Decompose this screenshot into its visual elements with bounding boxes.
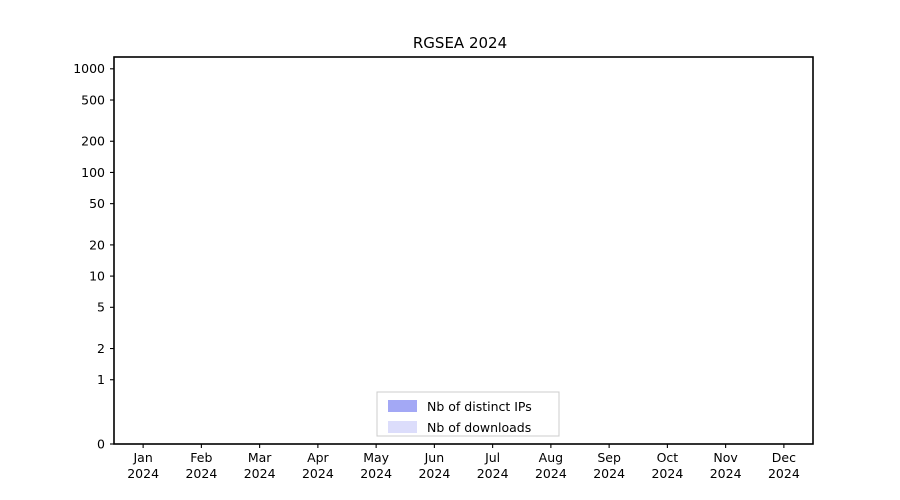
x-axis-tick-label-year: 2024 xyxy=(535,466,567,481)
x-axis-tick-label-year: 2024 xyxy=(768,466,800,481)
x-axis-tick-label-month: Oct xyxy=(657,450,679,465)
y-axis-tick-label: 50 xyxy=(89,196,105,211)
x-axis-tick-label-year: 2024 xyxy=(477,466,509,481)
x-axis-tick-label-month: Jan xyxy=(132,450,152,465)
y-axis-tick-label: 200 xyxy=(81,134,105,149)
x-axis-ticks: Jan2024Feb2024Mar2024Apr2024May2024Jun20… xyxy=(127,444,800,481)
legend-label-1[interactable]: Nb of distinct IPs xyxy=(427,399,532,414)
chart-title: RGSEA 2024 xyxy=(413,34,507,52)
legend-swatch-2[interactable] xyxy=(388,421,417,433)
plot-frame xyxy=(113,56,814,445)
legend-swatch-1[interactable] xyxy=(388,400,417,412)
y-axis-tick-label: 5 xyxy=(97,300,105,315)
y-axis-tick-label: 100 xyxy=(81,165,105,180)
x-axis-tick-label-month: Dec xyxy=(772,450,796,465)
x-axis-tick-label-year: 2024 xyxy=(593,466,625,481)
y-axis-tick-label: 1000 xyxy=(73,61,105,76)
x-axis-tick-label-year: 2024 xyxy=(127,466,159,481)
y-axis-tick-label: 1 xyxy=(97,372,105,387)
x-axis-tick-label-month: Nov xyxy=(713,450,738,465)
y-axis-ticks: 0 1 2 5 10 20 50 100 200 500 1000 xyxy=(73,61,114,451)
y-axis-tick-label: 10 xyxy=(89,269,105,284)
x-axis-tick-label-month: Feb xyxy=(190,450,212,465)
x-axis-tick-label-month: Mar xyxy=(248,450,272,465)
x-axis-tick-label-year: 2024 xyxy=(710,466,742,481)
x-axis-tick-label-month: Jun xyxy=(424,450,445,465)
x-axis-tick-label-year: 2024 xyxy=(651,466,683,481)
x-axis-tick-label-year: 2024 xyxy=(360,466,392,481)
chart-legend: Nb of distinct IPs Nb of downloads xyxy=(376,391,560,437)
x-axis-tick-label-month: May xyxy=(363,450,389,465)
x-axis-tick-label-month: Apr xyxy=(307,450,329,465)
x-axis-tick-label-year: 2024 xyxy=(244,466,276,481)
y-axis-tick-label: 2 xyxy=(97,341,105,356)
y-axis-tick-label: 500 xyxy=(81,92,105,107)
y-axis-tick-label: 0 xyxy=(97,436,105,451)
legend-label-2[interactable]: Nb of downloads xyxy=(427,420,531,435)
x-axis-tick-label-year: 2024 xyxy=(418,466,450,481)
x-axis-tick-label-month: Aug xyxy=(539,450,563,465)
x-axis-tick-label-month: Jul xyxy=(484,450,500,465)
x-axis-tick-label-year: 2024 xyxy=(185,466,217,481)
x-axis-tick-label-year: 2024 xyxy=(302,466,334,481)
y-axis-tick-label: 20 xyxy=(89,237,105,252)
x-axis-tick-label-month: Sep xyxy=(597,450,621,465)
